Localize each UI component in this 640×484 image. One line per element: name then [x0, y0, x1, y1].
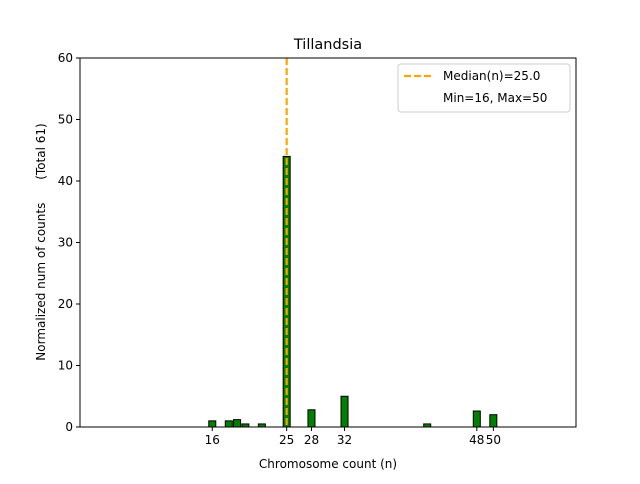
y-tick-label: 20 — [58, 297, 73, 311]
bar-18 — [224, 420, 233, 428]
y-tick-label: 10 — [58, 359, 73, 373]
legend-box — [397, 63, 571, 113]
x-tick-label: 48 — [469, 433, 484, 447]
bar-16 — [208, 420, 217, 428]
chart-title: Tillandsia — [293, 37, 362, 53]
x-tick-label: 50 — [486, 433, 501, 447]
plot-frame — [79, 57, 577, 428]
y-tick-label: 30 — [58, 236, 73, 250]
bar-28 — [307, 409, 316, 428]
bar-19 — [233, 419, 242, 428]
x-tick-label: 25 — [279, 433, 294, 447]
bar-32 — [340, 395, 349, 428]
y-axis-label: Normalized num of counts (Total 61) — [34, 123, 48, 360]
bar-50 — [489, 414, 498, 428]
legend-entry-median: Median(n)=25.0 — [443, 69, 540, 83]
y-tick-label: 60 — [58, 51, 73, 65]
y-tick-label: 40 — [58, 174, 73, 188]
legend-entry-minmax: Min=16, Max=50 — [443, 91, 547, 105]
x-tick-label: 32 — [337, 433, 352, 447]
legend: Median(n)=25.0 Min=16, Max=50 — [397, 63, 571, 113]
y-tick-label: 50 — [58, 113, 73, 127]
x-axis-label: Chromosome count (n) — [259, 457, 397, 471]
x-tick-label: 28 — [304, 433, 319, 447]
bar-48 — [472, 410, 481, 428]
x-tick-label: 16 — [205, 433, 220, 447]
y-tick-label: 0 — [65, 420, 73, 434]
